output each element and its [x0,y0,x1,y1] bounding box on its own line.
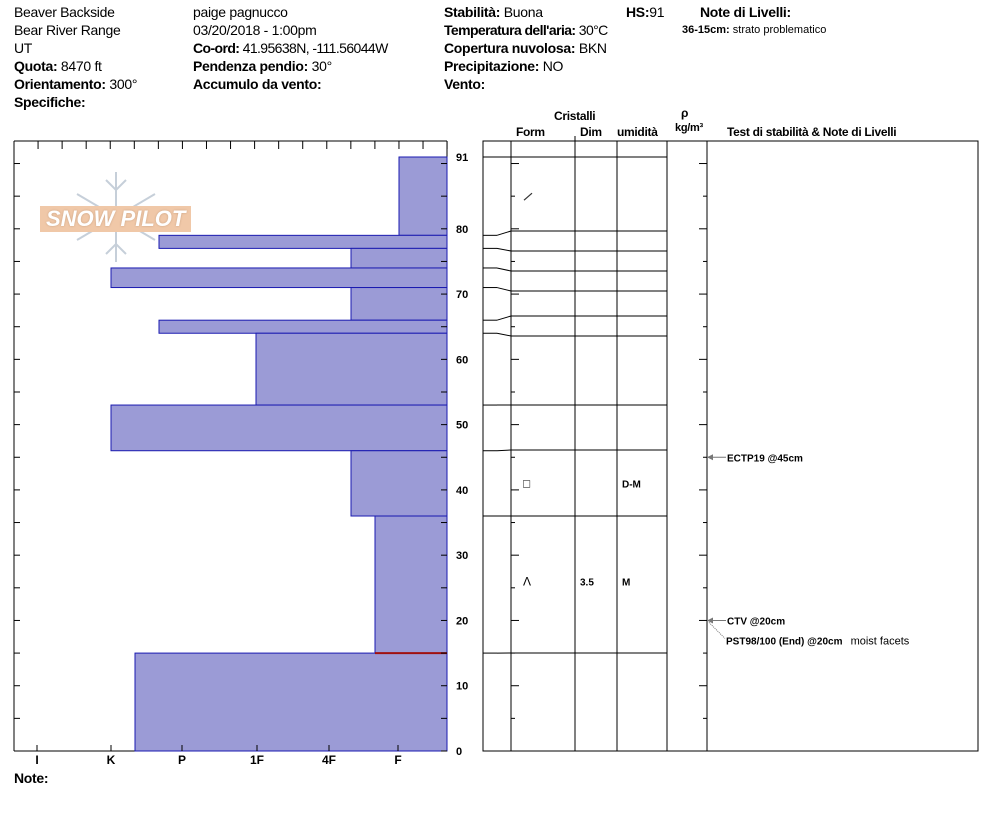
header-moisture: umidità [617,125,658,139]
stability-test: CTV @20cm [727,616,785,627]
depth-label: 50 [456,420,468,432]
header-density: kg/m³ [675,122,703,134]
specifics: Specifiche: [14,94,86,110]
header-form: Form [516,125,545,139]
datetime: 03/20/2018 - 1:00pm [193,22,317,38]
header-size: Dim [580,125,602,139]
aspect: Orientamento: 300° [14,76,138,92]
hardness-layer [350,287,448,321]
notes-label: Note: [14,770,49,786]
depth-label: 20 [456,615,468,627]
stability-test: PST98/100 (End) @20cm [726,636,843,647]
layer-note: 36-15cm: strato problematico [682,24,827,36]
hs: HS:91 [626,4,665,20]
crystal-form: Λ [523,574,531,588]
layer-connector [496,449,512,452]
depth-label: 0 [456,746,462,758]
header-rho: ρ [681,106,689,120]
hardness-layer [134,652,448,752]
depth-label: 30 [456,550,468,562]
layer-table-frame [482,140,979,752]
layer-notes-title: Note di Livelli: [700,4,791,20]
test-arrow [708,622,726,639]
hardness-label: F [394,753,401,767]
hardness-label: 1F [250,753,264,767]
depth-label: 60 [456,354,468,366]
crystal-size: 3.5 [580,577,594,588]
layer-connector [496,230,512,236]
depth-label: 80 [456,224,468,236]
hardness-layer [255,332,448,406]
depth-label: 10 [456,681,468,693]
hardness-layer [110,267,448,289]
moisture: M [622,577,630,588]
stability: Stabilità: Buona [444,4,543,20]
layer-connector [496,287,512,292]
crystal-form: □ [523,476,530,490]
hardness-layer [398,156,448,236]
header-tests: Test di stabilità & Note di Livelli [727,125,897,139]
hardness-layer [110,404,448,452]
hardness-label: 4F [322,753,336,767]
hardness-label: I [35,753,38,767]
sky-cover: Copertura nuvolosa: BKN [444,40,607,56]
moisture: D-M [622,479,641,490]
elevation: Quota: 8470 ft [14,58,102,74]
snowpilot-logo: SNOW PILOT [40,206,192,232]
hardness-label: K [107,753,116,767]
layer-connector [496,247,512,252]
depth-label: 70 [456,289,468,301]
wind: Vento: [444,76,485,92]
arrow-head-icon [707,454,713,461]
site-name: Beaver Backside [14,4,115,20]
observer: paige pagnucco [193,4,288,20]
hardness-layer [374,515,448,654]
header-crystals: Cristalli [554,109,596,123]
precipitation: Precipitazione: NO [444,58,564,74]
coordinates: Co-ord: 41.95638N, -111.56044W [193,40,388,56]
site-range: Bear River Range [14,22,121,38]
arrow-head-icon [707,617,713,624]
test-note: moist facets [851,635,910,647]
layer-connector [496,315,512,321]
stability-test: ECTP19 @45cm [727,453,803,464]
hardness-layer [158,319,448,334]
hardness-layer [158,234,448,249]
slope: Pendenza pendio: 30° [193,58,332,74]
site-state: UT [14,40,33,56]
hardness-layer [350,247,448,269]
hardness-label: P [178,753,186,767]
layer-connector [496,332,512,337]
hardness-layer [350,450,448,517]
air-temp: Temperatura dell'aria: 30°C [444,22,608,38]
depth-label: 40 [456,485,468,497]
layer-connector [496,267,512,272]
crystal-form-mark [523,192,533,201]
wind-loading: Accumulo da vento: [193,76,322,92]
depth-label: 91 [456,152,468,164]
